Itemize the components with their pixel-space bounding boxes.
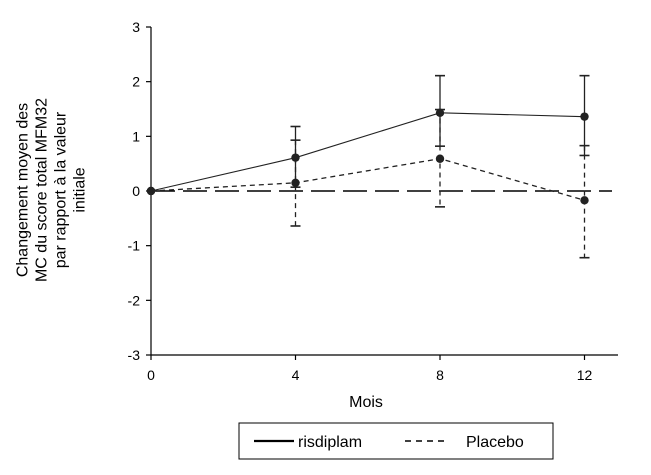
- y-tick-label: 1: [132, 128, 140, 144]
- series-placebo: [146, 108, 590, 259]
- series-line-placebo: [150, 158, 585, 201]
- y-axis-title: Changement moyen des MC du score total MF…: [15, 98, 89, 282]
- y-axis-title-line: Changement moyen des: [15, 103, 32, 277]
- x-tick-label: 0: [147, 367, 155, 383]
- y-axis-title-line: initiale: [72, 167, 89, 212]
- data-point-placebo: [146, 186, 156, 196]
- data-point-risdiplam: [291, 153, 300, 162]
- y-tick-label: -2: [128, 292, 141, 308]
- y-axis-title-line: MC du score total MFM32: [34, 98, 51, 282]
- x-tick-label: 8: [436, 367, 444, 383]
- y-tick-label: -3: [128, 347, 141, 363]
- legend-label-placebo: Placebo: [466, 434, 524, 451]
- data-point-placebo: [435, 154, 445, 163]
- data-point-placebo: [291, 178, 300, 187]
- y-tick-label: 0: [132, 183, 140, 199]
- legend: risdiplam Placebo: [238, 422, 554, 460]
- data-point-risdiplam: [580, 112, 589, 121]
- series-line-risdiplam: [150, 112, 585, 192]
- legend-label-risdiplam: risdiplam: [298, 434, 362, 451]
- y-tick-label: 3: [132, 19, 140, 35]
- series-risdiplam: [146, 74, 590, 196]
- y-tick-label: 2: [132, 74, 140, 90]
- data-point-placebo: [580, 196, 589, 205]
- x-tick-label: 12: [577, 367, 593, 383]
- y-tick-label: -1: [128, 238, 141, 254]
- x-axis-title: Mois: [349, 394, 383, 411]
- x-tick-label: 4: [292, 367, 300, 383]
- y-axis-title-line: par rapport à la valeur: [53, 111, 70, 268]
